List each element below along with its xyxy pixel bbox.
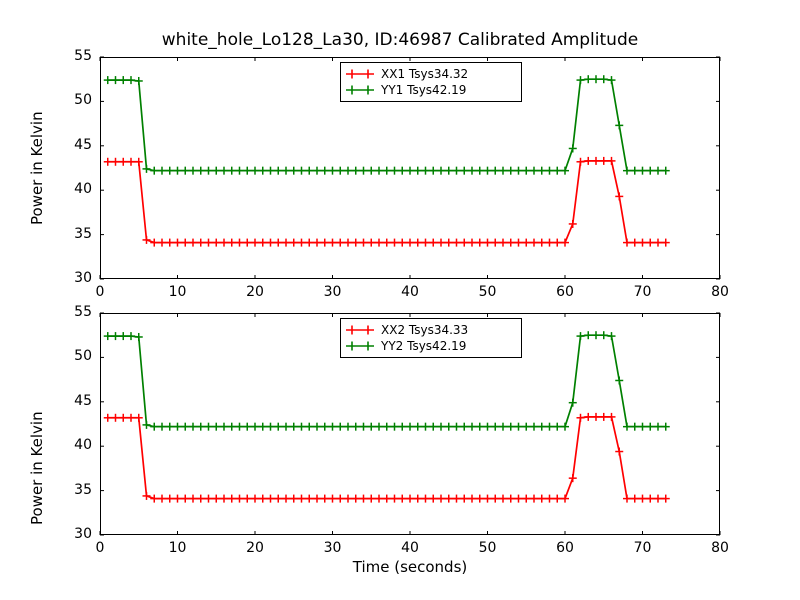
top-panel-legend: XX1 Tsys34.32 YY1 Tsys42.19	[340, 62, 522, 102]
xtick-label: 40	[401, 284, 419, 300]
xtick-label: 10	[168, 540, 187, 556]
xtick-label: 50	[478, 284, 497, 300]
series-markers-yy	[103, 331, 670, 431]
xtick-label: 0	[95, 284, 105, 300]
ytick-label: 35	[74, 481, 92, 498]
xtick-label: 70	[633, 284, 652, 300]
xtick-label: 50	[478, 540, 497, 556]
ytick-label: 40	[74, 181, 92, 198]
ytick-label: 30	[74, 270, 92, 286]
bottom-panel: Power in Kelvin XX2 Tsys34.33 YY2 Tsys42…	[0, 300, 800, 600]
ytick-label: 35	[74, 225, 92, 242]
series-markers-xx	[103, 412, 670, 503]
ytick-label: 45	[74, 136, 92, 153]
legend-item-xx1: XX1 Tsys34.32	[345, 66, 515, 82]
legend-item-yy1: YY1 Tsys42.19	[345, 82, 515, 98]
xtick-label: 20	[246, 540, 264, 556]
legend-label-yy1: YY1 Tsys42.19	[381, 83, 467, 97]
legend-label-yy2: YY2 Tsys42.19	[381, 339, 467, 353]
ytick-label: 50	[74, 348, 92, 365]
xtick-label: 10	[168, 284, 187, 300]
legend-item-yy2: YY2 Tsys42.19	[345, 338, 515, 354]
ytick-label: 55	[74, 304, 92, 320]
ytick-label: 45	[74, 392, 92, 409]
top-panel-canvas	[99, 56, 721, 280]
legend-line-sample-red	[346, 325, 374, 335]
legend-line-sample-green	[346, 341, 374, 351]
chart-title: white_hole_Lo128_La30, ID:46987 Calibrat…	[161, 30, 639, 50]
legend-item-xx2: XX2 Tsys34.33	[345, 322, 515, 338]
ytick-label: 30	[74, 526, 92, 542]
bottom-panel-legend: XX2 Tsys34.33 YY2 Tsys42.19	[340, 318, 522, 358]
xtick-label: 60	[556, 540, 574, 556]
xtick-label: 30	[323, 284, 342, 300]
ytick-label: 50	[74, 92, 92, 109]
legend-label-xx2: XX2 Tsys34.33	[381, 323, 469, 337]
legend-line-sample-green	[346, 85, 374, 95]
ytick-label: 40	[74, 437, 92, 454]
xtick-label: 60	[556, 284, 574, 300]
legend-line-sample-red	[346, 69, 374, 79]
bottom-panel-canvas	[99, 312, 721, 536]
xtick-label: 30	[323, 540, 342, 556]
xtick-label: 80	[711, 540, 729, 556]
xtick-label: 70	[633, 540, 652, 556]
xtick-label: 0	[95, 540, 105, 556]
series-markers-xx	[103, 156, 670, 247]
top-panel: Power in Kelvin XX1 Tsys34.32 YY1 Tsys42…	[28, 48, 729, 300]
legend-label-xx1: XX1 Tsys34.32	[381, 67, 469, 81]
series-markers-yy	[103, 75, 670, 175]
xtick-label: 20	[246, 284, 264, 300]
xtick-label: 40	[401, 540, 419, 556]
ytick-label: 55	[74, 48, 92, 64]
xaxis-label: Time (seconds)	[352, 558, 468, 576]
xtick-label: 80	[711, 284, 729, 300]
